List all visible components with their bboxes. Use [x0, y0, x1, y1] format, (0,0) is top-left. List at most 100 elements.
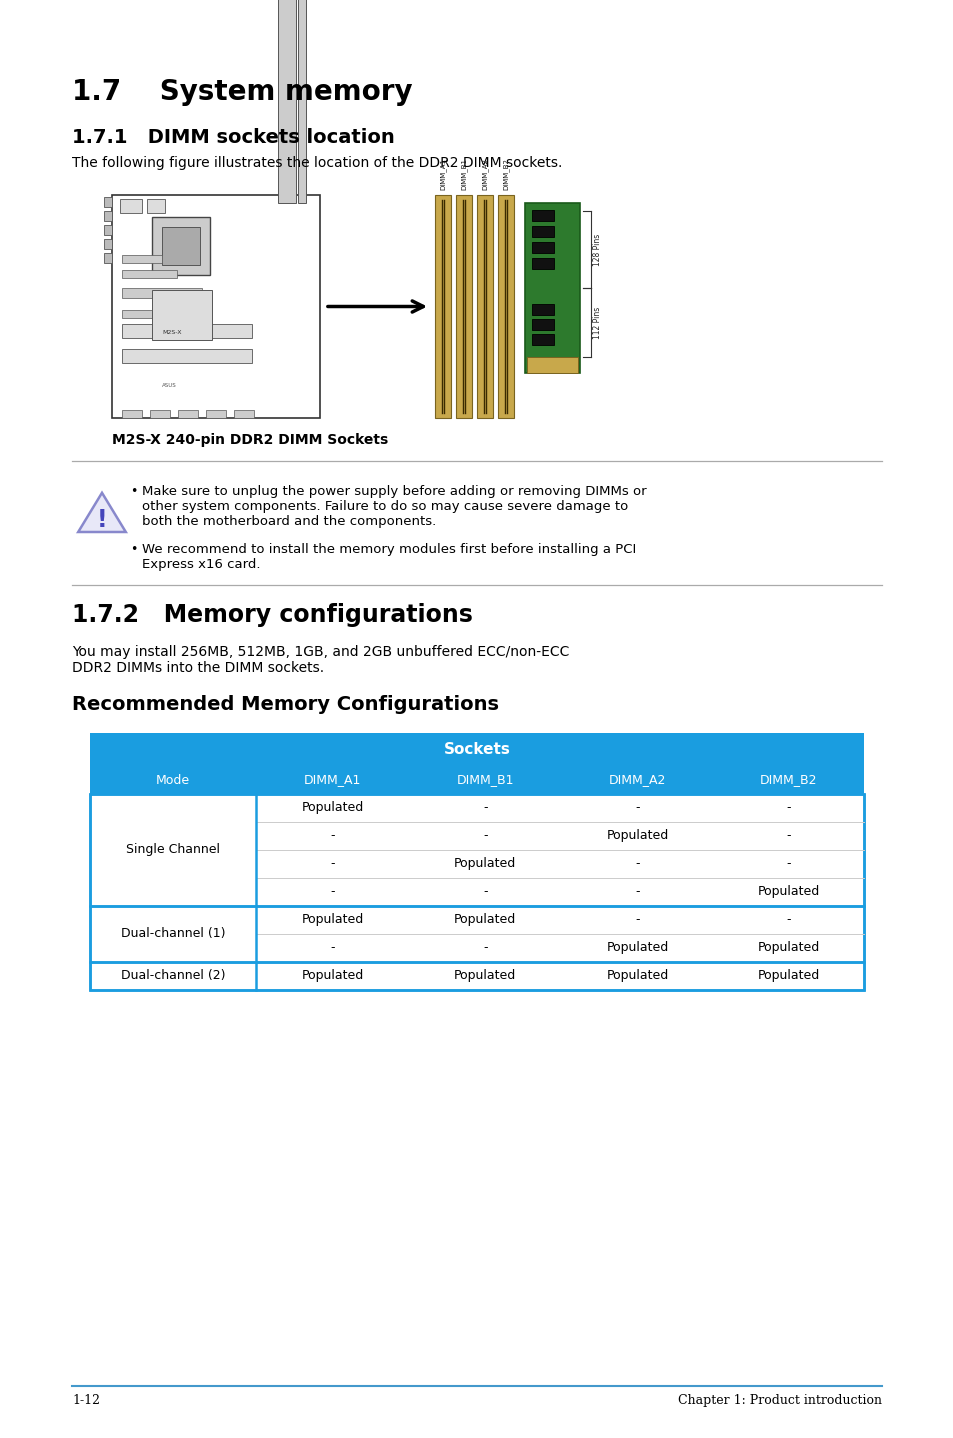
Bar: [112, 196, 319, 418]
Bar: [90, 906, 863, 962]
Bar: [532, 319, 554, 329]
Text: Sockets: Sockets: [443, 742, 510, 756]
Bar: [104, 211, 112, 221]
Bar: [532, 334, 554, 345]
Bar: [152, 290, 212, 339]
Bar: [104, 239, 112, 249]
Bar: [178, 410, 198, 418]
Text: both the motherboard and the components.: both the motherboard and the components.: [142, 515, 436, 528]
Text: DIMM_A2: DIMM_A2: [481, 158, 488, 190]
Bar: [233, 410, 253, 418]
Text: ASUS: ASUS: [162, 383, 176, 388]
Bar: [90, 794, 863, 906]
Text: Populated: Populated: [757, 942, 820, 955]
Text: DIMM_B2: DIMM_B2: [502, 158, 509, 190]
Bar: [122, 349, 252, 362]
Text: -: -: [482, 830, 487, 843]
Text: Populated: Populated: [757, 969, 820, 982]
Text: -: -: [482, 886, 487, 899]
Bar: [526, 357, 578, 372]
Bar: [122, 410, 142, 418]
Text: Single Channel: Single Channel: [126, 844, 220, 857]
Text: DIMM_B2: DIMM_B2: [760, 774, 817, 787]
Text: Chapter 1: Product introduction: Chapter 1: Product introduction: [678, 1393, 882, 1406]
Text: DIMM_A1: DIMM_A1: [439, 158, 446, 190]
Bar: [435, 196, 451, 418]
Bar: [122, 324, 252, 338]
Bar: [297, 0, 306, 203]
Text: -: -: [786, 857, 790, 870]
Bar: [122, 311, 177, 318]
Bar: [150, 410, 170, 418]
Text: DIMM_A2: DIMM_A2: [608, 774, 665, 787]
Text: Populated: Populated: [757, 886, 820, 899]
Text: Express x16 card.: Express x16 card.: [142, 558, 260, 571]
Text: -: -: [635, 913, 639, 926]
Text: Populated: Populated: [454, 969, 516, 982]
Bar: [532, 257, 554, 269]
Bar: [162, 227, 200, 265]
Text: Make sure to unplug the power supply before adding or removing DIMMs or: Make sure to unplug the power supply bef…: [142, 485, 646, 498]
Text: other system components. Failure to do so may cause severe damage to: other system components. Failure to do s…: [142, 500, 628, 513]
Bar: [476, 196, 493, 418]
Text: -: -: [482, 801, 487, 814]
Text: Populated: Populated: [454, 857, 516, 870]
Text: Mode: Mode: [156, 774, 190, 787]
Bar: [122, 255, 162, 263]
Bar: [532, 242, 554, 253]
Bar: [277, 0, 295, 203]
Text: DIMM_B1: DIMM_B1: [456, 774, 514, 787]
Bar: [90, 733, 863, 766]
Bar: [524, 203, 579, 372]
Text: -: -: [635, 857, 639, 870]
Text: 112 Pins: 112 Pins: [593, 306, 601, 338]
Bar: [456, 196, 472, 418]
Bar: [90, 794, 863, 989]
Text: M2S-X 240-pin DDR2 DIMM Sockets: M2S-X 240-pin DDR2 DIMM Sockets: [112, 433, 388, 447]
Bar: [90, 766, 863, 794]
Text: We recommend to install the memory modules first before installing a PCI: We recommend to install the memory modul…: [142, 544, 636, 557]
Text: -: -: [786, 801, 790, 814]
Bar: [104, 253, 112, 263]
Text: You may install 256MB, 512MB, 1GB, and 2GB unbuffered ECC/non-ECC: You may install 256MB, 512MB, 1GB, and 2…: [71, 646, 569, 659]
Bar: [532, 210, 554, 221]
Text: M2S-X: M2S-X: [162, 329, 181, 335]
Text: Dual-channel (2): Dual-channel (2): [121, 969, 225, 982]
Text: Populated: Populated: [606, 830, 668, 843]
Text: Populated: Populated: [454, 913, 516, 926]
Text: !: !: [96, 508, 107, 532]
Bar: [497, 196, 514, 418]
Text: Populated: Populated: [301, 913, 363, 926]
Text: 1.7    System memory: 1.7 System memory: [71, 78, 413, 106]
Text: -: -: [635, 801, 639, 814]
Text: -: -: [635, 886, 639, 899]
Text: -: -: [330, 830, 335, 843]
Text: •: •: [130, 485, 137, 498]
Bar: [206, 410, 226, 418]
Text: Populated: Populated: [606, 969, 668, 982]
Polygon shape: [78, 493, 126, 532]
Bar: [104, 224, 112, 234]
Text: -: -: [330, 857, 335, 870]
Text: -: -: [786, 830, 790, 843]
Text: The following figure illustrates the location of the DDR2 DIMM sockets.: The following figure illustrates the loc…: [71, 155, 561, 170]
Text: •: •: [130, 544, 137, 557]
Bar: [152, 217, 210, 275]
Text: -: -: [786, 913, 790, 926]
Text: Dual-channel (1): Dual-channel (1): [121, 928, 225, 940]
Text: -: -: [330, 886, 335, 899]
Bar: [532, 303, 554, 315]
Text: Populated: Populated: [301, 801, 363, 814]
Text: DIMM_B1: DIMM_B1: [460, 158, 467, 190]
Bar: [122, 270, 177, 278]
Bar: [147, 198, 165, 213]
Bar: [532, 226, 554, 237]
Text: -: -: [482, 942, 487, 955]
Text: DIMM_A1: DIMM_A1: [304, 774, 361, 787]
Bar: [120, 198, 142, 213]
Text: 128 Pins: 128 Pins: [593, 233, 601, 266]
Text: 1.7.2   Memory configurations: 1.7.2 Memory configurations: [71, 603, 473, 627]
Bar: [104, 197, 112, 207]
Text: 1-12: 1-12: [71, 1393, 100, 1406]
Text: Populated: Populated: [606, 942, 668, 955]
